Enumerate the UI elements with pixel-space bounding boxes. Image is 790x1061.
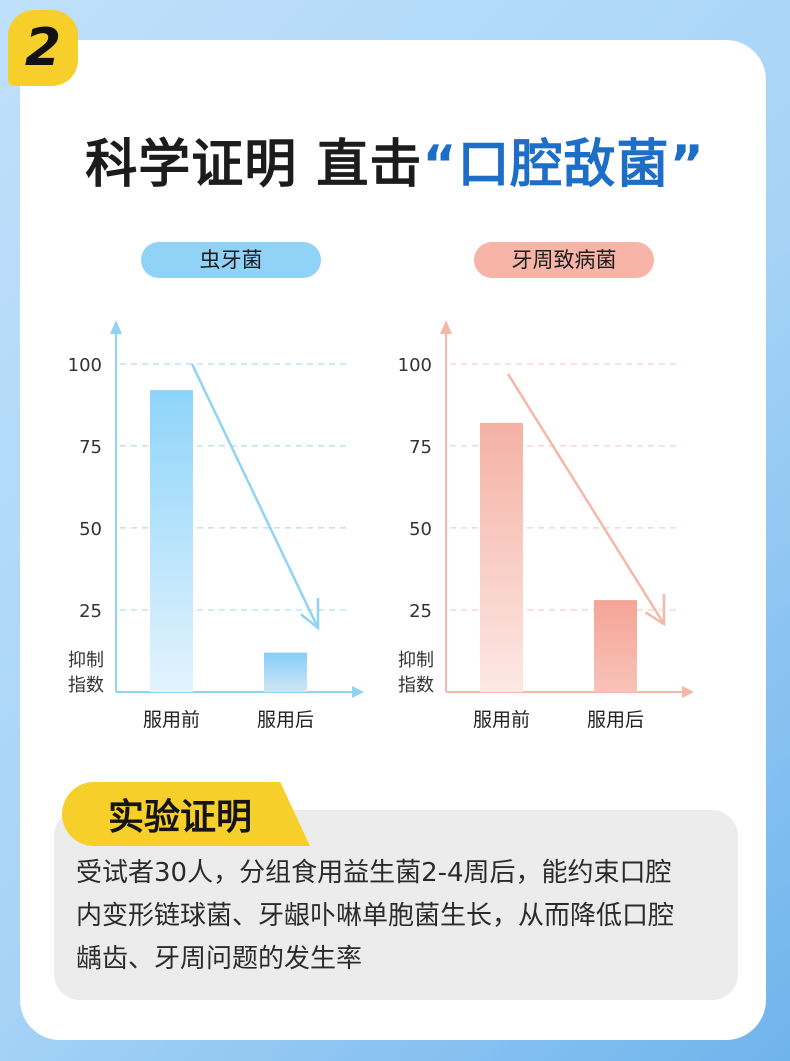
- trend-arrowhead: [644, 594, 666, 627]
- y-axis-label: 指数: [398, 675, 434, 696]
- x-axis-arrowhead: [352, 686, 364, 698]
- y-tick-label: 100: [68, 355, 102, 376]
- y-tick-label: 100: [398, 355, 432, 376]
- chart-title-pill: [141, 242, 321, 278]
- bar: [264, 652, 307, 692]
- y-tick-label: 75: [79, 437, 102, 458]
- y-tick-label: 50: [79, 519, 102, 540]
- step-badge: 2: [8, 10, 78, 86]
- x-tick-label: 服用前: [143, 709, 200, 731]
- y-axis-arrowhead: [440, 320, 452, 334]
- trend-arrow: [506, 373, 666, 625]
- info-text: 受试者30人，分组食用益生菌2-4周后，能约束口腔 内变形链球菌、牙龈卟啉单胞菌…: [76, 852, 726, 981]
- x-tick-label: 服用后: [257, 709, 314, 731]
- trend-arrowhead: [300, 598, 320, 631]
- bar: [480, 422, 523, 692]
- x-tick-label: 服用后: [587, 709, 644, 731]
- info-line: 受试者30人，分组食用益生菌2-4周后，能约束口腔: [76, 858, 672, 888]
- y-axis-label: 抑制: [398, 650, 434, 671]
- y-tick-label: 25: [79, 601, 102, 622]
- info-line: 龋齿、牙周问题的发生率: [76, 944, 363, 974]
- title-open-quote: “: [422, 135, 458, 195]
- y-tick-label: 25: [409, 601, 432, 622]
- trend-arrow: [190, 363, 320, 629]
- chart-title: 牙周致病菌: [512, 248, 617, 272]
- y-tick-label: 50: [409, 519, 432, 540]
- chart-title-pill: [474, 242, 654, 278]
- y-tick-label: 75: [409, 437, 432, 458]
- step-number: 2: [24, 18, 62, 78]
- page-title: 科学证明 直击“口腔敌菌”: [0, 122, 790, 197]
- bar: [150, 390, 193, 692]
- title-prefix: 科学证明 直击: [85, 135, 423, 195]
- title-close-quote: ”: [669, 135, 705, 195]
- y-axis-arrowhead: [110, 320, 122, 334]
- x-axis-arrowhead: [682, 686, 694, 698]
- y-axis-label: 指数: [68, 675, 104, 696]
- title-highlight: 口腔敌菌: [457, 135, 670, 195]
- y-axis-label: 抑制: [68, 650, 104, 671]
- bar: [594, 600, 637, 692]
- chart-title: 虫牙菌: [200, 248, 263, 272]
- section-tag: 实验证明: [62, 782, 310, 846]
- info-line: 内变形链球菌、牙龈卟啉单胞菌生长，从而降低口腔: [76, 901, 675, 931]
- x-tick-label: 服用前: [473, 709, 530, 731]
